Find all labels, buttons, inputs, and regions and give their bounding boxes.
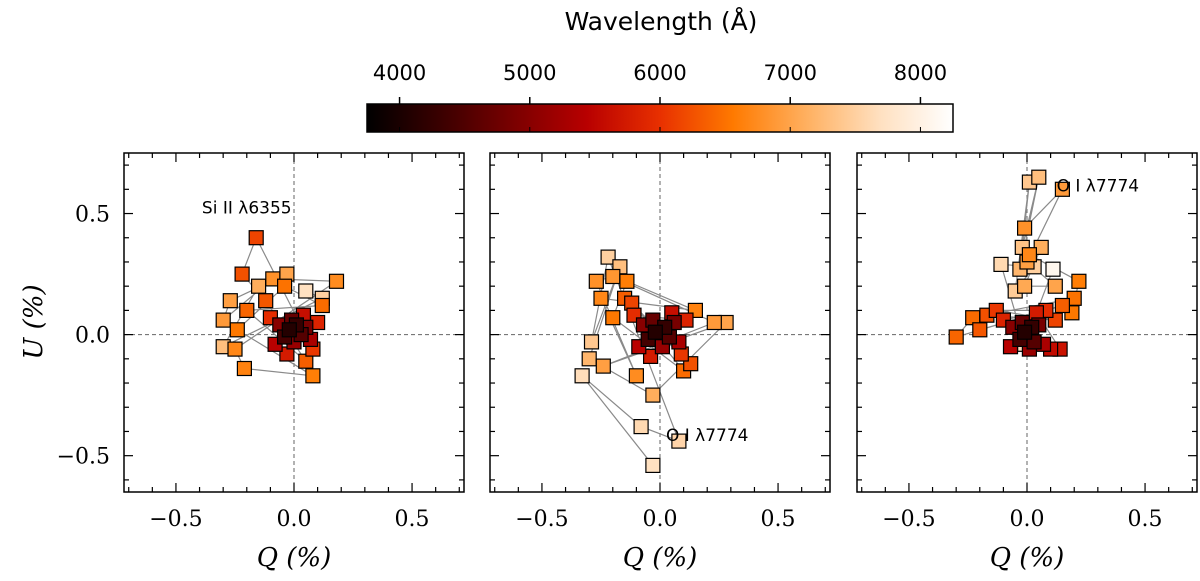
data-point [248, 230, 264, 246]
data-point [706, 314, 722, 331]
data-point [1021, 247, 1038, 263]
data-point [227, 341, 243, 357]
data-point [298, 283, 314, 299]
data-point [305, 368, 321, 384]
colorbar-title: Wavelength (Å) [565, 7, 758, 36]
colorbar-tick-label: 8000 [894, 61, 947, 85]
line-annotation: O I λ7774 [666, 426, 749, 446]
data-point [671, 433, 687, 449]
data-point [215, 312, 231, 328]
data-point [633, 419, 649, 435]
data-point [1016, 278, 1033, 294]
data-point [1016, 220, 1033, 236]
colorbar-ticks: 4000 5000 6000 7000 8000 [373, 61, 947, 132]
x-tick-label: 0.5 [395, 507, 430, 532]
x-tick-label: 0.0 [1010, 507, 1045, 532]
line-annotation: O I λ7774 [1057, 177, 1140, 197]
data-point [236, 360, 252, 377]
y-tick-label: 0.5 [75, 203, 110, 228]
data-point [645, 387, 661, 403]
data-point [277, 278, 293, 294]
data-point [239, 302, 255, 318]
data-point [328, 273, 345, 289]
markers [574, 249, 734, 473]
x-tick-label: −0.5 [515, 507, 568, 532]
colorbar-tick-label: 5000 [503, 61, 556, 85]
data-point [1054, 297, 1071, 314]
data-point [583, 334, 600, 350]
data-point [1045, 261, 1061, 277]
x-tick-label: 0.5 [761, 507, 796, 532]
data-point [948, 329, 964, 345]
data-point [222, 293, 238, 309]
data-point [647, 324, 663, 340]
x-tick-label: −0.5 [882, 507, 935, 532]
data-point [605, 268, 621, 285]
colorbar-tick-label: 4000 [373, 61, 426, 85]
data-point [972, 322, 988, 338]
data-point [574, 368, 590, 384]
colorbar-tick-label: 6000 [633, 61, 686, 85]
data-point [593, 290, 609, 306]
data-point [1071, 273, 1087, 289]
data-point [993, 256, 1009, 272]
data-point [619, 273, 635, 289]
y-tick-label: −0.5 [57, 445, 110, 470]
panel-middle: −0.5 0.0 0.5 Q (%) O I λ7774 [489, 152, 831, 573]
colorbar-tick-label: 7000 [763, 61, 816, 85]
line-annotation: Si II λ6355 [202, 199, 292, 219]
data-point [281, 322, 297, 338]
data-point [600, 249, 616, 265]
axis-ticks [124, 153, 464, 492]
data-point [234, 266, 250, 282]
x-tick-label: 0.5 [1128, 507, 1163, 532]
data-point [595, 358, 611, 374]
data-point [258, 293, 274, 309]
x-axis-label: Q (%) [623, 543, 698, 573]
data-point [642, 348, 659, 364]
data-point [645, 457, 661, 473]
data-point [628, 368, 645, 384]
axis-ticks [490, 153, 830, 492]
panel-left: −0.5 0.0 0.5 −0.5 0.0 0.5 Q (%) Si II λ6355 [57, 152, 465, 573]
x-axis-label: Q (%) [257, 543, 332, 573]
x-axis-label: Q (%) [990, 543, 1065, 573]
data-point [229, 322, 245, 338]
data-point [581, 351, 597, 367]
x-tick-label: 0.0 [277, 507, 312, 532]
markers [215, 230, 345, 384]
panel-right: −0.5 0.0 0.5 Q (%) O I λ7774 [856, 152, 1198, 573]
data-point [314, 297, 330, 314]
data-point [1031, 169, 1047, 185]
data-point [1047, 278, 1063, 294]
markers [948, 169, 1087, 357]
colorbar: Wavelength (Å) 4000 5000 6000 7000 8000 [366, 7, 954, 133]
data-point [1016, 324, 1033, 340]
data-point [1054, 181, 1071, 197]
y-tick-label: 0.0 [75, 324, 110, 349]
data-point [251, 278, 267, 294]
axis-ticks [857, 153, 1197, 492]
data-point [605, 310, 621, 326]
x-tick-label: 0.0 [643, 507, 678, 532]
y-axis-label: U (%) [19, 284, 49, 359]
data-point [588, 273, 604, 289]
x-tick-label: −0.5 [149, 507, 202, 532]
